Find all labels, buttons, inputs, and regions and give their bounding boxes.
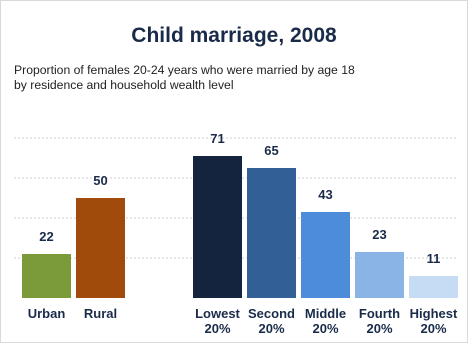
bar-value-label: 50 (93, 173, 107, 188)
category-label-line: Middle (305, 306, 346, 321)
bar-value-label: 71 (210, 131, 224, 146)
category-label: Highest 20% (410, 306, 458, 336)
bar-fourth (355, 252, 404, 298)
category-label: Lowest 20% (195, 306, 240, 336)
category-label-line: Rural (84, 306, 117, 321)
bar-value-label: 22 (39, 229, 53, 244)
category-label-line: 20% (258, 321, 284, 336)
category-label-line: 20% (420, 321, 446, 336)
category-label-line: 20% (312, 321, 338, 336)
bar-value-label: 23 (372, 227, 386, 242)
bar-second (247, 168, 296, 298)
bar-urban (22, 254, 71, 298)
category-label: Urban (28, 306, 66, 321)
category-label-line: Fourth (359, 306, 400, 321)
bar-middle (301, 212, 350, 298)
category-label-line: 20% (366, 321, 392, 336)
bar-value-label: 43 (318, 187, 332, 202)
bar-value-label: 65 (264, 143, 278, 158)
category-label-line: 20% (204, 321, 230, 336)
bar-value-label: 11 (427, 251, 441, 266)
category-label: Middle 20% (305, 306, 346, 336)
category-label-line: Urban (28, 306, 66, 321)
bar-highest (409, 276, 458, 298)
category-label: Fourth 20% (359, 306, 400, 336)
category-label-line: Lowest (195, 306, 240, 321)
category-label-line: Highest (410, 306, 458, 321)
bar-lowest (193, 156, 242, 298)
bar-rural (76, 198, 125, 298)
category-label: Second 20% (248, 306, 295, 336)
category-label-line: Second (248, 306, 295, 321)
category-label: Rural (84, 306, 117, 321)
